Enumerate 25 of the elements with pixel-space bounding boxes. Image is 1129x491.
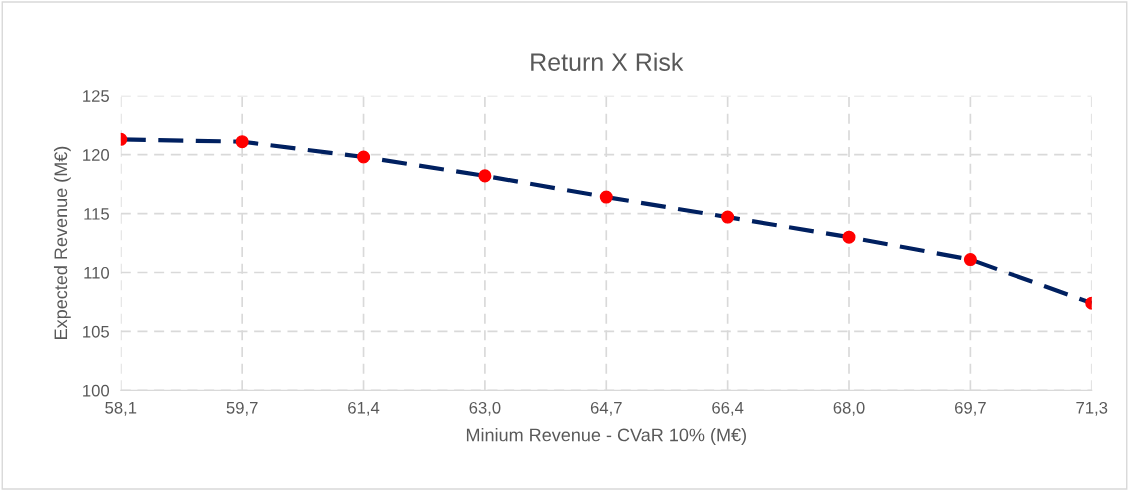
x-tick-label: 71,3: [1076, 401, 1108, 416]
y-tick-label: 125: [83, 90, 109, 102]
point: [599, 190, 613, 204]
point: [478, 169, 492, 183]
x-tick-label: 69,7: [955, 401, 986, 416]
y-tick-label: 120: [83, 149, 110, 161]
point: [235, 135, 249, 149]
x-tick-label: 64,7: [590, 401, 622, 416]
y-tick-label: 100: [83, 384, 110, 397]
x-axis-title: Minium Revenue - CVaR 10% (M€): [466, 428, 746, 445]
y-tick-label: 115: [84, 208, 109, 220]
x-tick-label: 61,4: [348, 401, 380, 416]
point: [721, 210, 735, 224]
x-tick-label: 66,4: [712, 401, 744, 416]
point: [357, 150, 371, 164]
x-tick-label: 59,7: [226, 401, 258, 416]
y-tick-label: 105: [83, 325, 109, 338]
y-tick-label: 110: [84, 266, 110, 279]
point: [842, 230, 856, 244]
x-tick-label: 58,1: [105, 401, 137, 416]
point: [963, 253, 977, 267]
y-axis-title: Expected Revenue (M€): [53, 146, 71, 339]
chart-title: Return X Risk: [531, 52, 684, 71]
x-tick-label: 63,0: [469, 401, 501, 416]
x-tick-label: 68,0: [833, 401, 865, 416]
